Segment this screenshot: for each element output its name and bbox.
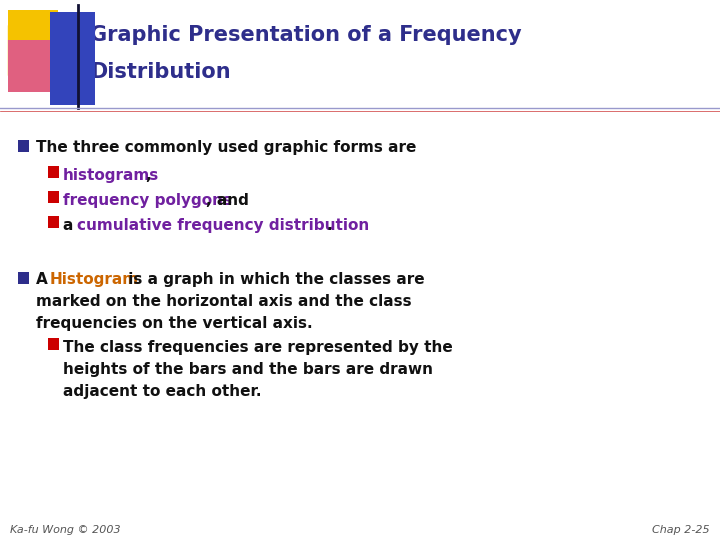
Text: marked on the horizontal axis and the class: marked on the horizontal axis and the cl… — [36, 294, 412, 309]
Text: Distribution: Distribution — [90, 62, 230, 82]
Text: The class frequencies are represented by the: The class frequencies are represented by… — [63, 340, 453, 355]
Text: Chap 2-25: Chap 2-25 — [652, 525, 710, 535]
Bar — [18, 140, 29, 152]
Bar — [48, 191, 59, 203]
Text: A: A — [36, 272, 53, 287]
Bar — [48, 166, 59, 178]
Text: adjacent to each other.: adjacent to each other. — [63, 384, 261, 399]
Bar — [48, 216, 59, 228]
Text: Graphic Presentation of a Frequency: Graphic Presentation of a Frequency — [90, 25, 521, 45]
Bar — [8, 40, 60, 92]
Text: histograms: histograms — [63, 168, 159, 183]
Text: is a graph in which the classes are: is a graph in which the classes are — [123, 272, 425, 287]
Bar — [48, 338, 59, 350]
Text: frequency polygons: frequency polygons — [63, 193, 232, 208]
Bar — [8, 25, 58, 75]
Bar — [18, 272, 29, 284]
Text: cumulative frequency distribution: cumulative frequency distribution — [77, 218, 369, 233]
Text: Histogram: Histogram — [50, 272, 139, 287]
Text: ,: , — [145, 168, 150, 183]
Bar — [50, 12, 95, 105]
Text: Ka-fu Wong © 2003: Ka-fu Wong © 2003 — [10, 525, 121, 535]
Text: a: a — [63, 218, 78, 233]
Bar — [8, 10, 58, 62]
Text: The three commonly used graphic forms are: The three commonly used graphic forms ar… — [36, 140, 416, 155]
Text: heights of the bars and the bars are drawn: heights of the bars and the bars are dra… — [63, 362, 433, 377]
Text: .: . — [327, 218, 333, 233]
Text: frequencies on the vertical axis.: frequencies on the vertical axis. — [36, 316, 312, 331]
Text: , and: , and — [206, 193, 249, 208]
